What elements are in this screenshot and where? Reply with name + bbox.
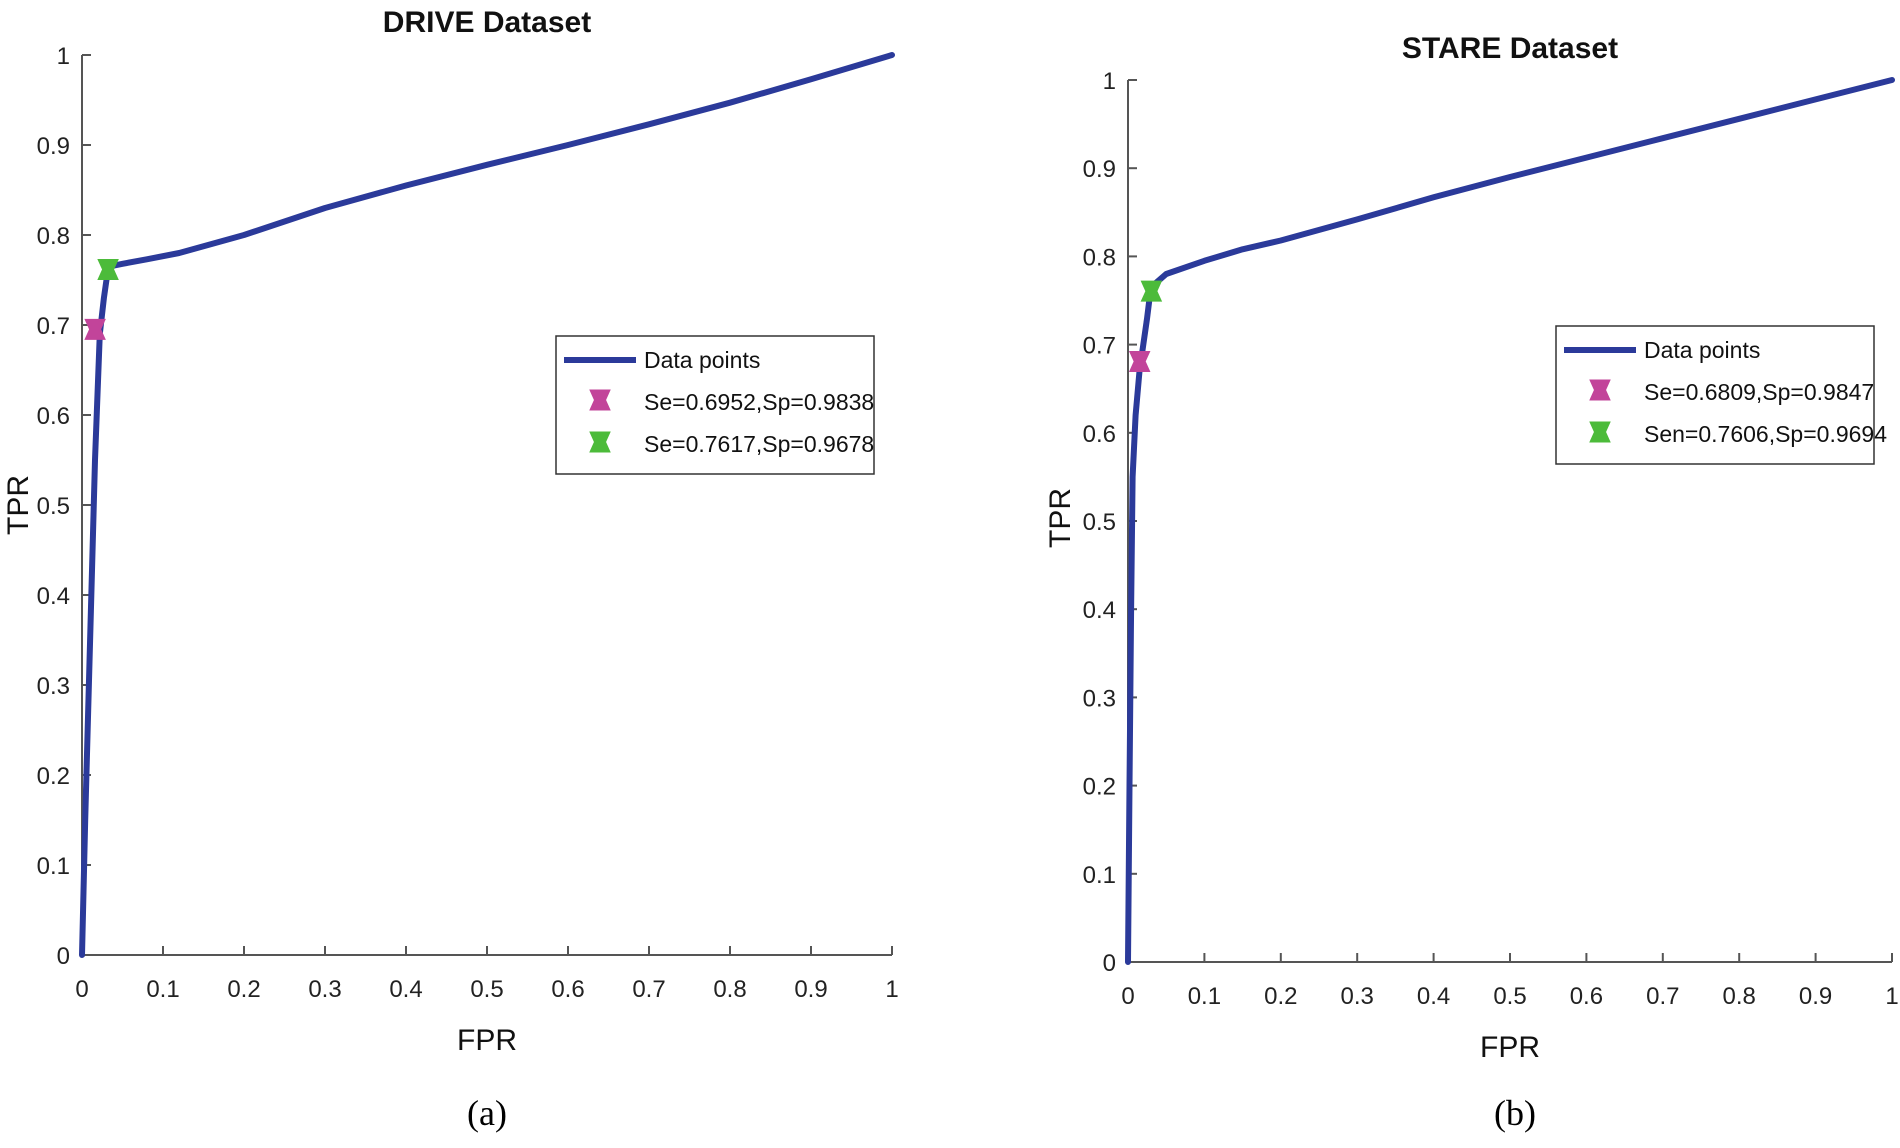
y-tick-label: 0.7 [37, 313, 70, 340]
x-tick-label: 0.6 [1570, 983, 1603, 1010]
operating-point-marker [97, 258, 119, 280]
x-tick-label: 0.5 [470, 976, 503, 1003]
legend-label: Se=0.6952,Sp=0.9838 [644, 389, 874, 415]
legend-marker-swatch [1589, 421, 1611, 443]
y-tick-label: 0.9 [1083, 156, 1116, 183]
y-tick-label: 0.9 [37, 133, 70, 160]
y-tick-label: 0.6 [37, 403, 70, 430]
y-tick-label: 0.3 [1083, 685, 1116, 712]
chart-title: DRIVE Dataset [383, 6, 591, 39]
x-tick-label: 1 [1885, 983, 1898, 1010]
legend-marker-swatch [589, 389, 611, 411]
figure-caption: (a) [467, 1093, 507, 1133]
y-tick-label: 1 [57, 43, 70, 70]
legend-label: Data points [1644, 337, 1760, 363]
chart-title: STARE Dataset [1402, 32, 1618, 65]
legend-label: Se=0.6809,Sp=0.9847 [1644, 379, 1874, 405]
x-tick-label: 0.5 [1493, 983, 1526, 1010]
x-tick-label: 0.1 [1188, 983, 1221, 1010]
x-tick-label: 0.8 [713, 976, 746, 1003]
x-tick-label: 0.4 [1417, 983, 1450, 1010]
operating-point-marker [1128, 350, 1151, 372]
x-tick-label: 0 [1121, 983, 1134, 1010]
y-tick-label: 0 [57, 943, 70, 970]
x-tick-label: 1 [885, 976, 898, 1003]
x-tick-label: 0.3 [308, 976, 341, 1003]
y-tick-label: 0.8 [37, 223, 70, 250]
x-tick-label: 0.3 [1341, 983, 1374, 1010]
y-tick-label: 0 [1103, 950, 1116, 977]
x-tick-label: 0.4 [389, 976, 422, 1003]
y-tick-label: 0.1 [1083, 862, 1116, 889]
x-tick-label: 0 [75, 976, 88, 1003]
y-tick-label: 1 [1103, 68, 1116, 95]
legend-marker-swatch [589, 431, 611, 453]
x-tick-label: 0.2 [227, 976, 260, 1003]
y-tick-label: 0.7 [1083, 333, 1116, 360]
x-axis-label: FPR [1480, 1031, 1540, 1064]
roc-curve-line [79, 52, 895, 958]
y-tick-label: 0.2 [1083, 774, 1116, 801]
x-tick-label: 0.1 [146, 976, 179, 1003]
y-tick-label: 0.4 [1083, 597, 1116, 624]
legend-label: Sen=0.7606,Sp=0.9694 [1644, 421, 1887, 447]
roc-curve-line [1125, 77, 1895, 965]
stare-roc-chart: STARE Dataset 0 0.1 0.2 0.3 0.4 0.5 0.6 0.7 0.8 0.… [1044, 32, 1899, 1133]
x-tick-label: 0.8 [1723, 983, 1756, 1010]
y-tick-label: 0.1 [37, 853, 70, 880]
x-axis-label: FPR [457, 1024, 517, 1057]
operating-point-marker [84, 318, 106, 340]
y-tick-label: 0.5 [37, 493, 70, 520]
y-axis-label: TPR [2, 475, 35, 535]
y-axis-label: TPR [1044, 488, 1077, 548]
y-tick-label: 0.3 [37, 673, 70, 700]
legend-label: Data points [644, 347, 760, 373]
operating-point-marker [1140, 280, 1163, 302]
drive-roc-chart: DRIVE Dataset 0 0.1 0.2 0.3 0.4 0.5 0.6 0.7 0.8 0.… [2, 6, 899, 1133]
x-tick-label: 0.6 [551, 976, 584, 1003]
x-tick-label: 0.7 [1646, 983, 1679, 1010]
x-tick-label: 0.9 [1799, 983, 1832, 1010]
x-tick-label: 0.9 [794, 976, 827, 1003]
y-tick-label: 0.5 [1083, 509, 1116, 536]
legend-marker-swatch [1589, 379, 1611, 401]
y-tick-label: 0.2 [37, 763, 70, 790]
legend-label: Se=0.7617,Sp=0.9678 [644, 431, 874, 457]
y-tick-label: 0.8 [1083, 244, 1116, 271]
x-tick-label: 0.2 [1264, 983, 1297, 1010]
figure-caption: (b) [1494, 1093, 1536, 1133]
x-tick-label: 0.7 [632, 976, 665, 1003]
y-tick-label: 0.6 [1083, 421, 1116, 448]
y-tick-label: 0.4 [37, 583, 70, 610]
